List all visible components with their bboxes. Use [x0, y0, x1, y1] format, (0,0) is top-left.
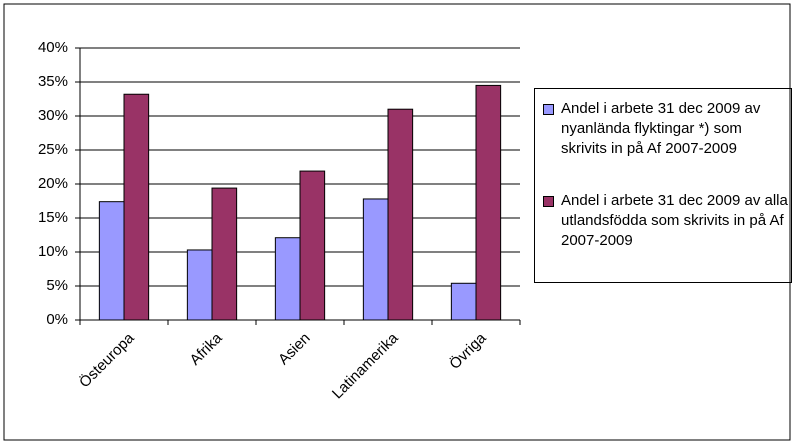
legend-item: Andel i arbete 31 dec 2009 av nyanlända … — [543, 99, 789, 159]
legend-swatch — [543, 196, 554, 207]
bar — [274, 237, 301, 321]
bar — [450, 282, 477, 321]
y-tick-label: 20% — [38, 175, 68, 192]
bar — [186, 249, 213, 321]
legend-item: Andel i arbete 31 dec 2009 av alla utlan… — [543, 191, 789, 251]
y-tick-label: 35% — [38, 73, 68, 90]
bar — [123, 93, 150, 321]
legend: Andel i arbete 31 dec 2009 av nyanlända … — [534, 88, 792, 283]
legend-label: Andel i arbete 31 dec 2009 av alla utlan… — [561, 192, 788, 249]
y-tick-label: 0% — [46, 311, 68, 328]
bar — [475, 84, 502, 321]
y-tick-label: 25% — [38, 141, 68, 158]
y-tick-label: 40% — [38, 39, 68, 56]
bar — [98, 201, 125, 321]
bar — [299, 170, 326, 321]
y-tick-label: 15% — [38, 209, 68, 226]
legend-swatch — [543, 104, 554, 115]
bar — [387, 108, 414, 321]
y-tick-label: 10% — [38, 243, 68, 260]
legend-label: Andel i arbete 31 dec 2009 av nyanlända … — [561, 100, 761, 157]
y-tick-label: 30% — [38, 107, 68, 124]
bar — [211, 187, 238, 321]
bar — [362, 198, 389, 321]
y-tick-label: 5% — [46, 277, 68, 294]
